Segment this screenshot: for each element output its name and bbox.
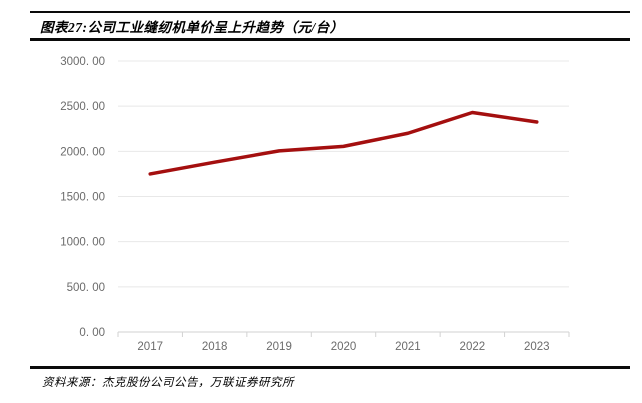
x-tick-label: 2023	[524, 341, 550, 353]
y-tick-label: 0. 00	[79, 327, 105, 339]
unit-price-line	[148, 110, 539, 176]
x-tick-label: 2018	[202, 341, 228, 353]
x-tick-label: 2017	[137, 341, 163, 353]
y-tick-label: 1000. 00	[60, 237, 105, 249]
source-attribution: 资料来源：杰克股份公司公告，万联证券研究所	[42, 377, 294, 389]
x-tick-label: 2019	[266, 341, 292, 353]
title-underline-rule	[30, 38, 630, 41]
y-tick-label: 500. 00	[67, 282, 105, 294]
y-tick-label: 2000. 00	[60, 146, 105, 158]
top-rule	[30, 11, 630, 13]
chart-title: 图表27:公司工业缝纫机单价呈上升趋势（元/台）	[40, 20, 344, 35]
x-tick-label: 2021	[395, 341, 421, 353]
x-tick-label: 2020	[331, 341, 357, 353]
footer-rule	[30, 366, 630, 369]
y-tick-label: 3000. 00	[60, 56, 105, 68]
y-tick-label: 1500. 00	[60, 192, 105, 204]
x-tick-label: 2022	[460, 341, 486, 353]
y-tick-label: 2500. 00	[60, 101, 105, 113]
